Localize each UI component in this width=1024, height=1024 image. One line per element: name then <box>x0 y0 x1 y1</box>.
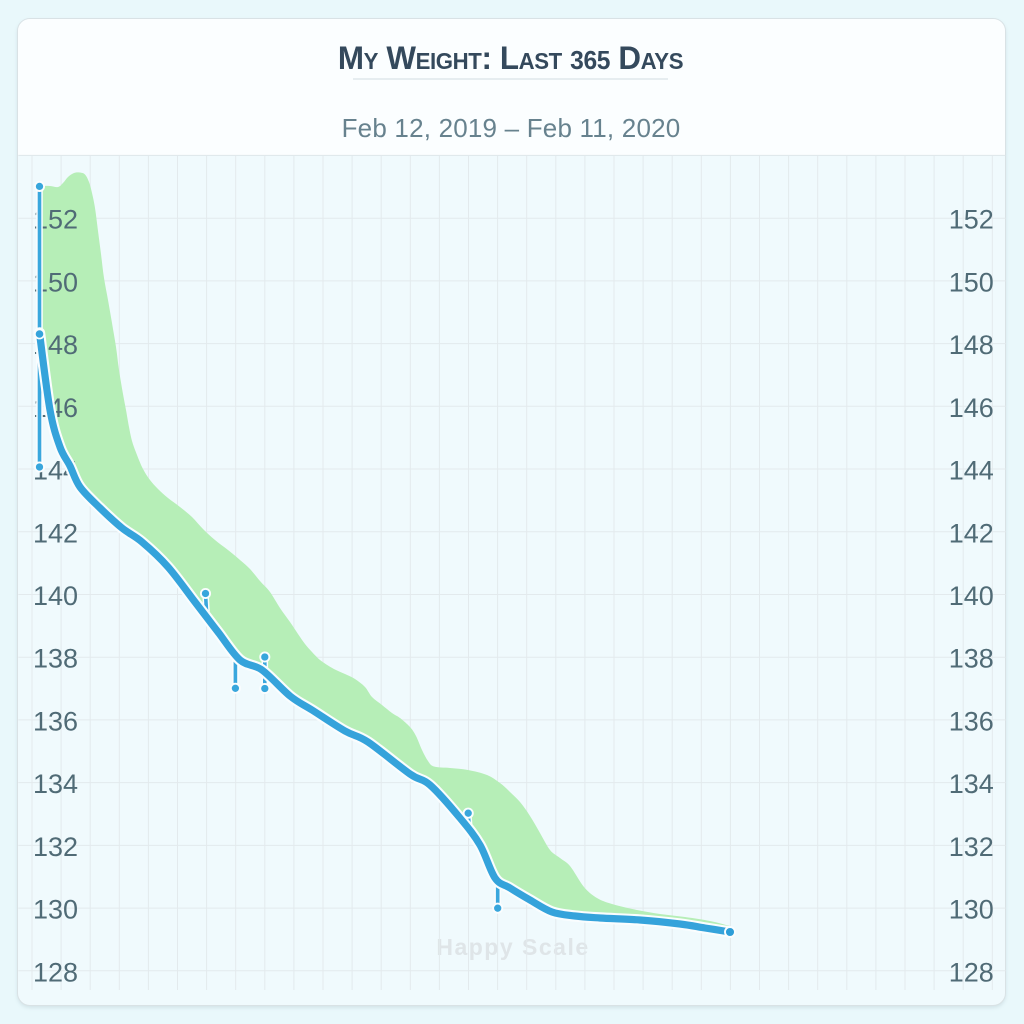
svg-text:150: 150 <box>949 267 994 297</box>
svg-text:144: 144 <box>949 456 994 486</box>
svg-text:136: 136 <box>949 706 994 736</box>
svg-text:134: 134 <box>949 769 994 799</box>
svg-text:132: 132 <box>33 832 78 862</box>
svg-text:148: 148 <box>949 330 994 360</box>
svg-text:136: 136 <box>33 706 78 736</box>
svg-text:128: 128 <box>33 957 78 987</box>
svg-text:132: 132 <box>949 832 994 862</box>
svg-text:146: 146 <box>949 393 994 423</box>
svg-text:134: 134 <box>33 769 78 799</box>
svg-text:140: 140 <box>949 581 994 611</box>
svg-text:138: 138 <box>949 644 994 674</box>
svg-text:152: 152 <box>949 205 994 235</box>
svg-text:142: 142 <box>949 518 994 548</box>
svg-text:130: 130 <box>949 895 994 925</box>
svg-text:130: 130 <box>33 895 78 925</box>
svg-text:138: 138 <box>33 644 78 674</box>
svg-text:128: 128 <box>949 957 994 987</box>
svg-text:142: 142 <box>33 518 78 548</box>
svg-text:140: 140 <box>33 581 78 611</box>
